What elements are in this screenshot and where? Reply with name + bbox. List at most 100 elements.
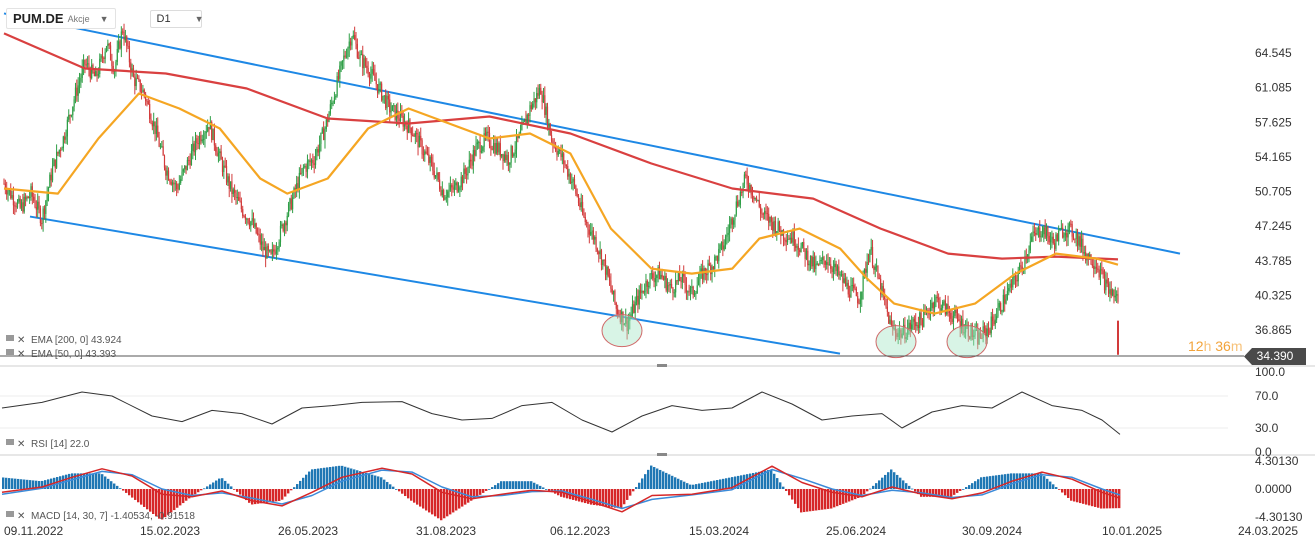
macd-histogram-bar <box>431 489 434 515</box>
macd-histogram-bar <box>320 468 323 489</box>
price-tick-label: 47.245 <box>1255 219 1292 233</box>
macd-histogram-bar <box>983 476 986 489</box>
candle-body <box>433 170 435 178</box>
channel-lower-line[interactable] <box>29 215 841 355</box>
indicator-remove-icon[interactable]: ✕ <box>17 511 25 522</box>
candle-body <box>188 159 190 161</box>
candle-body <box>560 148 562 158</box>
candle-body <box>627 320 630 331</box>
candle-body <box>530 105 532 110</box>
candle-body <box>991 316 994 322</box>
ema200-legend[interactable]: EMA [200, 0] 43.924 <box>31 335 122 346</box>
ema200-line[interactable] <box>3 32 1119 261</box>
candle-body <box>586 222 588 224</box>
macd-signal-line[interactable] <box>1 468 1121 510</box>
candle-body <box>162 146 164 156</box>
candle-body <box>888 311 890 324</box>
macd-histogram-bar <box>143 489 146 507</box>
rsi-line[interactable] <box>1 391 1121 435</box>
symbol-selector[interactable]: PUM.DE Akcje ▼ <box>6 8 116 29</box>
candle-body <box>309 160 311 163</box>
candle-body <box>242 209 244 217</box>
candle-body <box>61 148 63 151</box>
macd-histogram-bar <box>1028 473 1031 489</box>
bottom-marker-1[interactable] <box>601 314 643 348</box>
candle-body <box>95 71 97 77</box>
candle-body <box>197 143 199 145</box>
candle-body <box>502 154 504 161</box>
indicator-settings-icon[interactable] <box>6 335 14 341</box>
candle-body <box>652 273 654 279</box>
rsi-legend[interactable]: RSI [14] 22.0 <box>31 439 90 450</box>
candle-body <box>1110 289 1112 296</box>
indicator-settings-icon[interactable] <box>6 511 14 517</box>
candle-body <box>873 266 875 270</box>
candle-body <box>1107 283 1110 294</box>
pane-resize-handle[interactable] <box>657 453 667 456</box>
candle-body <box>911 324 913 329</box>
candle-body <box>1078 236 1080 246</box>
bottom-marker-3[interactable] <box>946 325 988 359</box>
candle-body <box>1041 234 1044 237</box>
candle-body <box>215 145 217 152</box>
candle-body <box>760 206 762 214</box>
candle-body <box>943 300 945 302</box>
candle-body <box>580 201 582 208</box>
macd-histogram-bar <box>836 489 839 507</box>
candle-body <box>769 216 771 223</box>
candle-body <box>64 136 66 140</box>
candle-body <box>82 59 85 68</box>
candle-body <box>474 149 476 156</box>
countdown-hours-unit: h <box>1203 338 1212 354</box>
indicator-remove-icon[interactable]: ✕ <box>17 335 25 346</box>
macd-histogram-bar <box>905 483 908 489</box>
pane-resize-handle[interactable] <box>657 364 667 367</box>
candle-body <box>34 200 36 208</box>
candle-body <box>878 277 880 279</box>
ema50-legend[interactable]: EMA [50, 0] 43.393 <box>31 349 116 360</box>
macd-legend[interactable]: MACD [14, 30, 7] -1.40534, -0.91518 <box>31 511 195 522</box>
candle-body <box>506 155 508 161</box>
candle-body <box>509 162 511 165</box>
candle-body <box>703 268 705 280</box>
ema50-line[interactable] <box>3 92 1119 315</box>
candle-body <box>610 280 612 289</box>
candle-body <box>1020 265 1022 267</box>
candle-body <box>54 159 56 168</box>
candle-body <box>630 314 632 318</box>
candle-body <box>920 312 922 320</box>
price-tick-label: 40.325 <box>1255 288 1292 302</box>
indicator-remove-icon[interactable]: ✕ <box>17 349 25 360</box>
candle-body <box>916 325 918 327</box>
macd-histogram-bar <box>101 474 104 489</box>
indicator-settings-icon[interactable] <box>6 439 14 445</box>
macd-histogram-bar <box>278 489 281 501</box>
candle-body <box>642 290 644 293</box>
macd-histogram-bar <box>14 478 17 489</box>
candle-body <box>452 187 454 190</box>
macd-histogram-bar <box>596 489 599 506</box>
candle-body <box>154 121 156 134</box>
candle-body <box>955 309 957 314</box>
indicator-remove-icon[interactable]: ✕ <box>17 439 25 450</box>
macd-histogram-bar <box>737 475 740 489</box>
candle-body <box>19 198 21 208</box>
candle-body <box>177 189 179 191</box>
candle-body <box>1075 233 1077 240</box>
macd-histogram-bar <box>626 489 629 500</box>
channel-upper-line[interactable] <box>3 12 1181 255</box>
candle-body <box>85 64 87 66</box>
candle-body <box>46 194 48 201</box>
candle-body <box>784 239 786 241</box>
rsi-tick-label: 70.0 <box>1255 389 1279 403</box>
candle-body <box>675 280 677 293</box>
candle-body <box>55 151 58 168</box>
candle-body <box>886 306 888 312</box>
timeframe-selector[interactable]: D1 ▼ <box>149 9 203 28</box>
indicator-settings-icon[interactable] <box>6 349 14 355</box>
candle-body <box>863 268 866 273</box>
bottom-marker-2[interactable] <box>875 325 917 359</box>
macd-line[interactable] <box>1 465 1121 513</box>
